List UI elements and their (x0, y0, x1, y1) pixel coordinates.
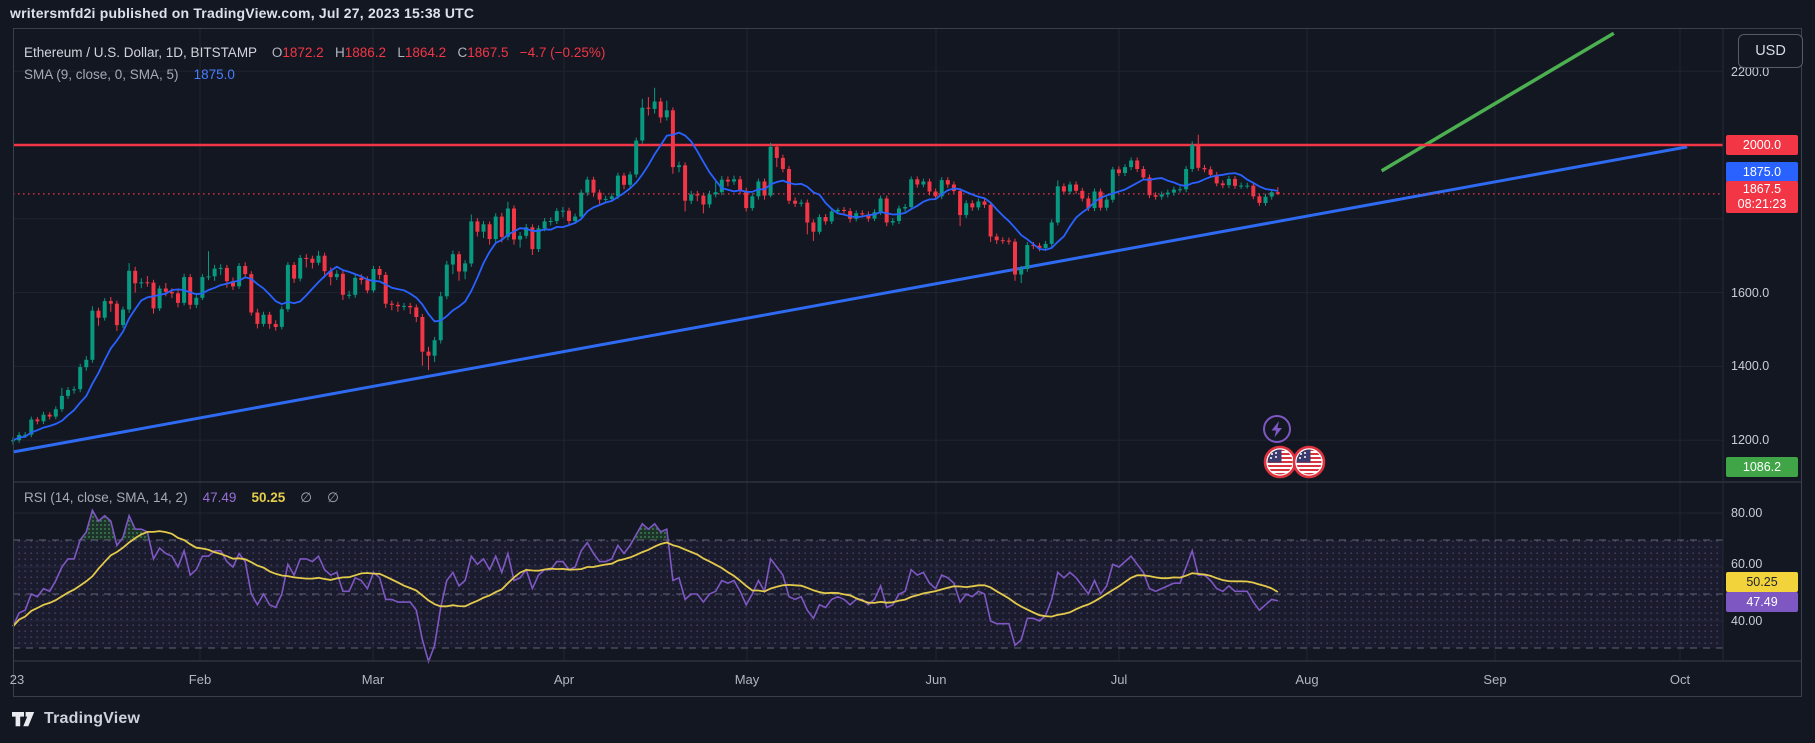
us-flag-event-icon[interactable] (1263, 445, 1297, 479)
tradingview-footer-link[interactable]: TradingView (12, 710, 140, 728)
time-axis-label: 23 (9, 672, 25, 687)
time-axis-label: Oct (1669, 672, 1691, 687)
low-value: 1864.2 (404, 45, 447, 60)
attribution-text: writersmfd2i published on TradingView.co… (10, 5, 475, 21)
high-value: 1886.2 (344, 45, 387, 60)
candles (11, 87, 1280, 445)
rsi-empty-set-2: ∅ (327, 490, 339, 505)
low-letter: L (397, 45, 405, 60)
axis-price-label: 60.00 (1731, 557, 1763, 571)
sma-line (12, 131, 1278, 442)
close-value: 1867.5 (467, 45, 509, 60)
lightning-event-icon[interactable] (1263, 415, 1291, 443)
currency-label: USD (1755, 43, 1786, 59)
axis-price-tag: 1867.5 08:21:23 (1726, 181, 1798, 213)
tradingview-logo-text: TradingView (44, 710, 141, 727)
sma-label: SMA (9, close, 0, SMA, 5) (24, 67, 179, 82)
change-value: −4.7 (−0.25%) (519, 45, 606, 60)
axis-price-tag: 50.25 (1726, 572, 1798, 592)
time-axis-label: Mar (361, 672, 385, 687)
rsi-empty-set-1: ∅ (300, 490, 313, 505)
open-value: 1872.2 (282, 45, 324, 60)
time-axis-label: Feb (188, 672, 212, 687)
rsi-value: 47.49 (202, 490, 237, 505)
open-letter: O (271, 45, 283, 60)
axis-price-tag: 1875.0 (1726, 162, 1798, 182)
axis-price-label: 1400.0 (1731, 359, 1770, 373)
sma-value: 1875.0 (193, 67, 235, 82)
rsi-line (12, 508, 1278, 665)
axis-price-label: 80.00 (1731, 506, 1763, 520)
sma-legend[interactable]: SMA (9, close, 0, SMA, 5) 1875.0 (24, 67, 235, 82)
axis-price-tag: 1086.2 (1726, 457, 1798, 477)
axis-price-label: 2200.0 (1731, 65, 1770, 79)
time-axis-label: Jul (1110, 672, 1128, 687)
axis-price-label: 1200.0 (1731, 433, 1770, 447)
close-letter: C (457, 45, 468, 60)
rsi-legend[interactable]: RSI (14, close, SMA, 14, 2) 47.49 50.25 … (24, 490, 339, 506)
time-axis-label: Sep (1483, 672, 1507, 687)
symbol-legend[interactable]: Ethereum / U.S. Dollar, 1D, BITSTAMP O18… (24, 45, 605, 60)
tradingview-logo-icon (12, 711, 35, 726)
axis-price-tag: 2000.0 (1726, 135, 1798, 155)
time-axis-label: May (734, 672, 760, 687)
currency-toggle-button[interactable]: USD (1738, 34, 1803, 68)
time-axis-label: Apr (553, 672, 575, 687)
chart-frame (13, 28, 1802, 697)
high-letter: H (334, 45, 345, 60)
rsi-sma-value: 50.25 (251, 490, 286, 505)
axis-price-label: 40.00 (1731, 614, 1763, 628)
time-axis-label: Aug (1295, 672, 1319, 687)
axis-price-label: 1600.0 (1731, 286, 1770, 300)
time-axis-label: Jun (925, 672, 947, 687)
axis-price-tag: 47.49 (1726, 592, 1798, 612)
rsi-label: RSI (14, close, SMA, 14, 2) (24, 490, 188, 505)
rsi-sma-line (12, 530, 1279, 628)
symbol-title: Ethereum / U.S. Dollar, 1D, BITSTAMP (24, 45, 257, 60)
us-flag-event-icon[interactable] (1292, 445, 1326, 479)
